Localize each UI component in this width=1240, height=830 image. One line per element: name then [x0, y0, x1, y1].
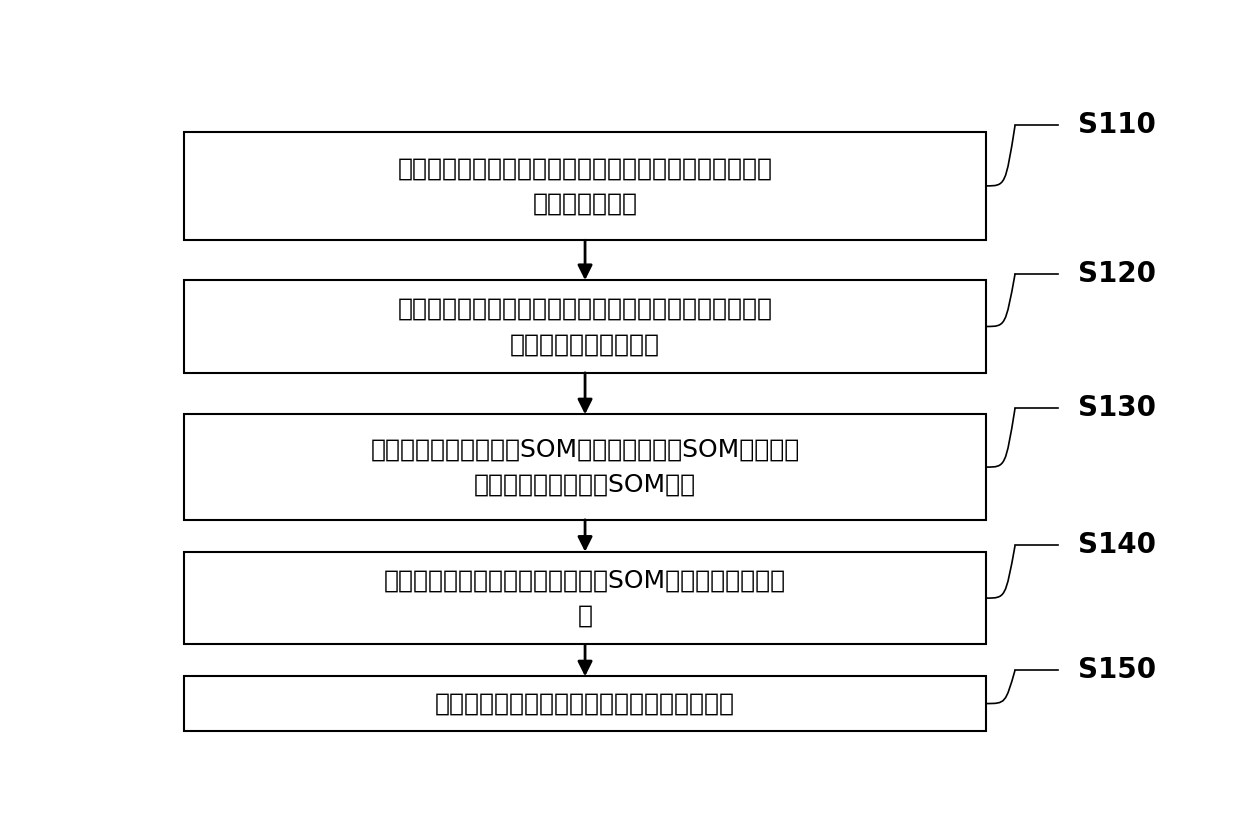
Text: 将所述处理结果输入至SOM网络，并对所述SOM网络进行
训练，得到已训练的SOM网络: 将所述处理结果输入至SOM网络，并对所述SOM网络进行 训练，得到已训练的SOM…: [371, 437, 800, 497]
Bar: [184, 131, 986, 240]
Text: S140: S140: [1078, 531, 1156, 559]
Bar: [184, 414, 986, 520]
Text: S130: S130: [1078, 394, 1156, 422]
Text: 根据所述输出结果判断干式电抗器的故障模式: 根据所述输出结果判断干式电抗器的故障模式: [435, 691, 735, 715]
Text: 将待测试数据输入至所述已训练的SOM网络，得到输出结
果: 将待测试数据输入至所述已训练的SOM网络，得到输出结 果: [384, 569, 786, 627]
Bar: [184, 281, 986, 373]
Text: S150: S150: [1078, 656, 1156, 684]
Text: S120: S120: [1078, 260, 1156, 288]
Text: 分别采集干式电抗器的正常状态下的振动信号以及故障状
态下的振动信号: 分别采集干式电抗器的正常状态下的振动信号以及故障状 态下的振动信号: [398, 156, 773, 216]
Bar: [184, 552, 986, 644]
Text: S110: S110: [1078, 111, 1156, 139]
Text: 分别对正常状态下的振动信号以及故障状态下的振动信号
进行处理得到处理结果: 分别对正常状态下的振动信号以及故障状态下的振动信号 进行处理得到处理结果: [398, 297, 773, 356]
Bar: [184, 676, 986, 730]
